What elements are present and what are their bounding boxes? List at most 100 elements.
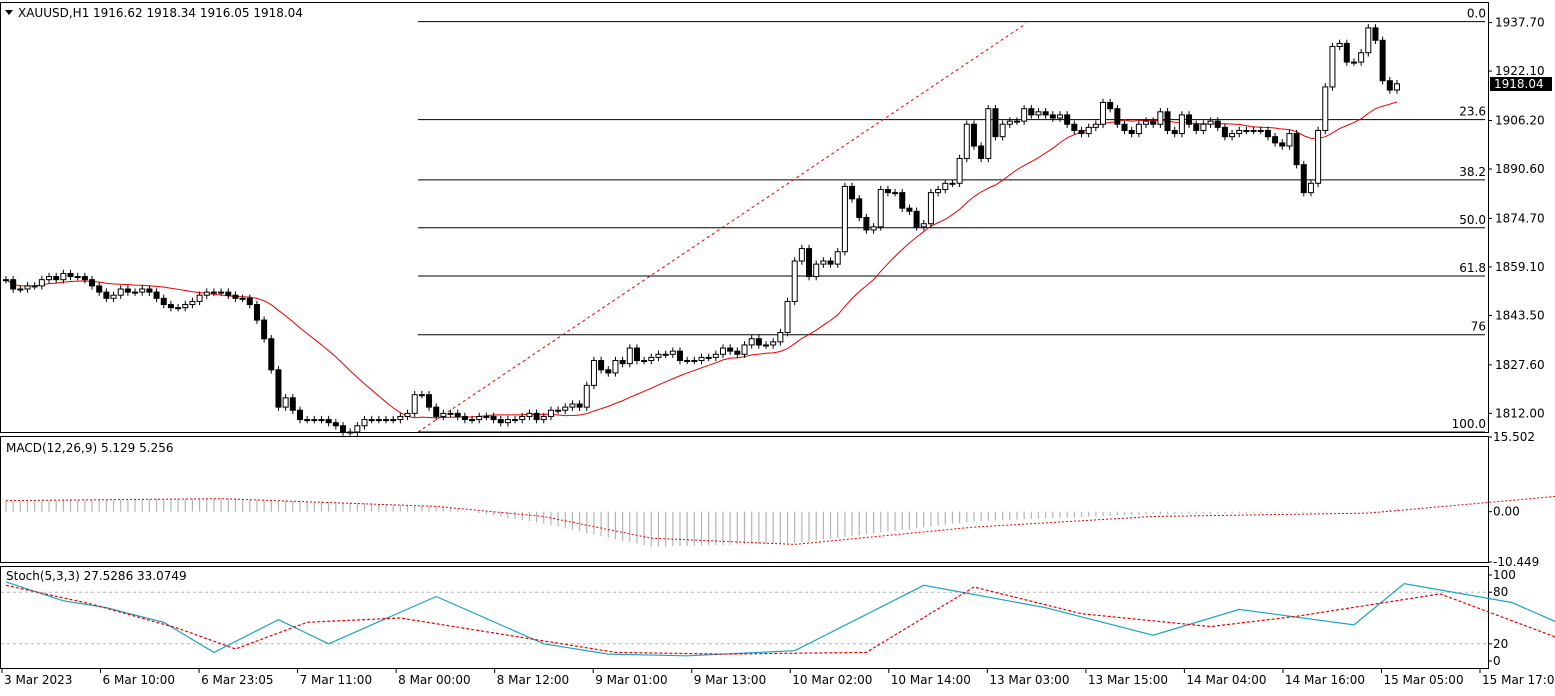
candle [741,341,748,359]
candle-body [347,431,354,434]
candle-body [763,344,770,347]
candle [361,415,368,430]
stoch-tick-label: 0 [1493,654,1501,668]
candle-body [160,297,167,306]
candle [705,353,712,362]
candle-body [67,272,74,278]
candle-body [712,353,719,358]
candle-body [676,350,683,362]
candle [1157,108,1164,128]
candle-body [583,384,590,408]
candle [483,412,490,421]
candle-body [167,304,174,309]
candle [232,291,239,303]
candle-body [1035,111,1042,116]
candle-body [748,338,755,346]
candle [856,195,863,222]
candle [605,366,612,377]
candle [569,400,576,411]
candle [10,275,17,293]
time-tick-label: 13 Mar 03:00 [989,673,1069,687]
fibonacci-retracement[interactable]: 0.0 23.6 38.2 50.0 61.8 76 100.0 [417,7,1486,433]
candle-body [519,415,526,421]
candle [1178,111,1185,138]
candle-body [1272,136,1279,144]
candle [67,269,74,281]
candle [24,282,31,293]
candle-body [913,210,920,228]
current-price-badge [1490,77,1552,91]
candle [196,291,203,306]
candle-body [304,419,311,422]
candle-body [605,369,612,374]
candle-body [1236,129,1243,135]
stoch-title: Stoch(5,3,3) 27.5286 33.0749 [6,569,187,583]
candle [512,415,519,424]
candle-body [46,276,53,281]
candle-body [970,123,977,147]
candle-body [454,412,461,417]
candle [992,104,999,141]
candle-body [497,419,504,424]
candle [1200,120,1207,135]
candle-body [648,356,655,361]
candle [1329,42,1336,91]
candle [397,412,404,424]
candle [332,418,339,430]
candle [1315,126,1322,188]
candle [927,188,934,228]
candle [282,394,289,411]
candle [970,120,977,150]
candle [1028,104,1035,119]
candle-body [1085,126,1092,135]
candle [920,219,927,231]
candle-body [246,297,253,306]
candle [1100,98,1107,128]
candle-body [124,288,131,293]
candle-body [684,360,691,362]
candle-body [210,291,217,294]
candle [1121,120,1128,135]
candle-body [999,123,1006,138]
candle-body [1135,123,1142,135]
candle-body [375,419,382,422]
candle-body [526,412,533,417]
candle [1135,120,1142,138]
candle [1229,129,1236,141]
candle-body [440,412,447,417]
candle [691,356,698,365]
candle-body [1164,111,1171,131]
candle [1393,80,1400,94]
candle [124,285,131,296]
candle-body [1250,129,1257,132]
candle [1372,24,1379,45]
candle-body [483,415,490,418]
candle-body [1121,123,1128,131]
candle [1336,39,1343,51]
candle-body [655,353,662,358]
candle [246,294,253,309]
fib-level-label: 38.2 [1459,165,1486,179]
macd-tick-label: 0.00 [1493,505,1520,519]
candle-body [978,145,985,159]
candle-body [53,276,60,281]
candle-body [770,341,777,346]
stochastic-indicator [1,581,1555,657]
candle [748,335,755,349]
candle [132,288,139,296]
symbol-dropdown-icon[interactable] [5,10,13,15]
macd-tick-label: -10.449 [1493,555,1539,569]
candle-body [31,285,38,288]
candle-body [1042,111,1049,116]
candle-body [920,223,927,228]
candle-body [662,353,669,356]
candle [38,275,45,290]
current-price-label: 1918.04 [1494,77,1544,91]
candle [1114,104,1121,128]
candle [1042,108,1049,119]
macd-signal-line [5,495,1555,545]
stoch-panel-frame [0,566,1489,669]
time-tick-label: 6 Mar 23:05 [201,673,273,687]
candle-body [569,403,576,408]
candle-body [1257,129,1264,132]
